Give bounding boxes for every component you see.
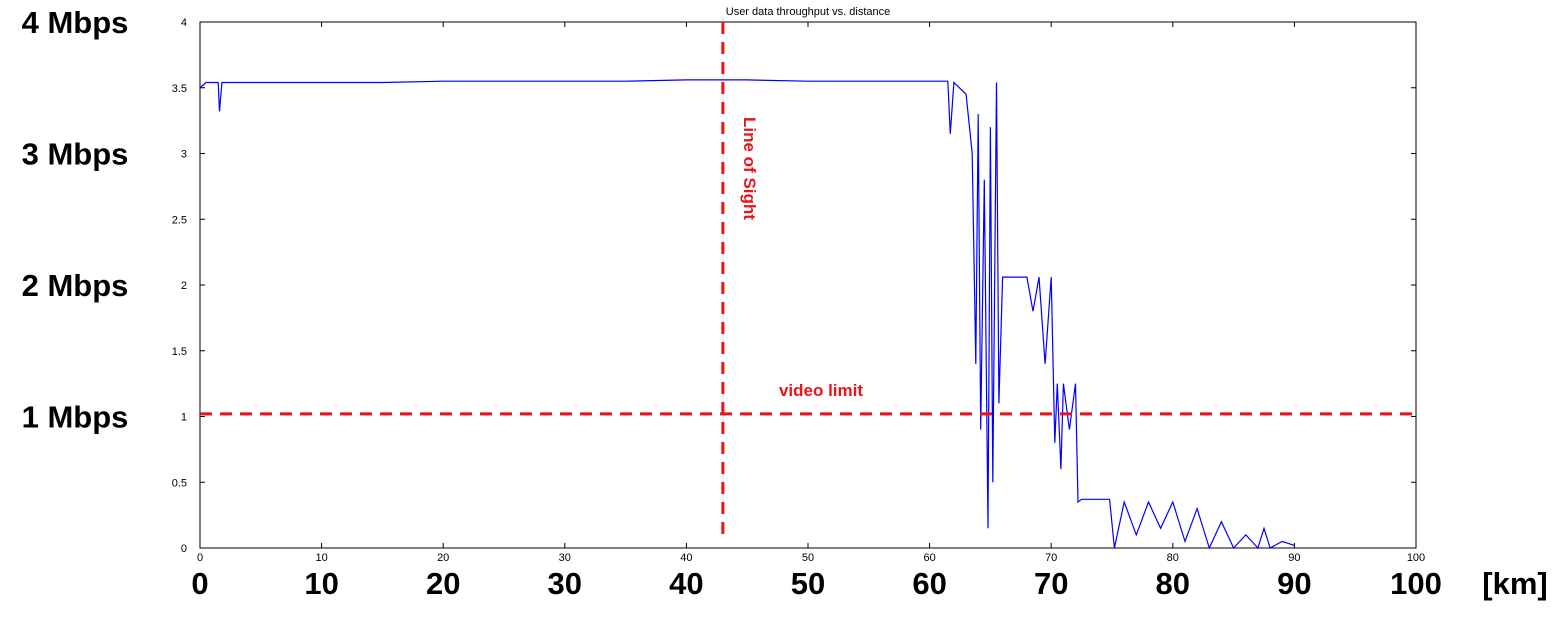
chart-title: User data throughput vs. distance [726,6,890,18]
big-x-label: 10 [304,566,338,601]
y-tick-label: 2 [181,280,187,292]
big-y-label: 4 Mbps [22,5,129,40]
y-tick-label: 3.5 [172,83,187,95]
x-tick-label: 30 [559,552,571,564]
big-x-labels: 0 10 20 30 40 50 60 70 80 90 100 [km] [191,566,1547,601]
y-tick-label: 4 [181,17,187,29]
video-limit-label: video limit [779,381,863,400]
x-tick-label: 20 [437,552,449,564]
x-tick-label: 70 [1045,552,1057,564]
x-tick-label: 80 [1167,552,1179,564]
big-x-label: 60 [912,566,946,601]
x-tick-label: 0 [197,552,203,564]
x-tick-label: 50 [802,552,814,564]
big-x-label: 40 [669,566,703,601]
big-x-label: 0 [191,566,208,601]
big-x-unit-label: [km] [1482,566,1547,601]
series-group [199,79,1295,550]
throughput-series-line [199,79,1295,550]
big-x-label: 20 [426,566,460,601]
big-x-label: 80 [1156,566,1190,601]
x-tick-label: 40 [680,552,692,564]
y-tick-label: 1.5 [172,346,187,358]
y-tick-label: 0.5 [172,477,187,489]
big-y-label: 1 Mbps [22,400,129,435]
plot-area-frame [199,21,1417,549]
axis-ticks [199,21,1417,549]
x-tick-label: 10 [315,552,327,564]
y-tick-label: 2.5 [172,214,187,226]
big-x-label: 90 [1277,566,1311,601]
line-of-sight-label: Line of Sight [740,117,759,220]
annotations-group: Line of Sight video limit [200,22,1416,535]
big-x-label: 100 [1390,566,1442,601]
big-x-label: 70 [1034,566,1068,601]
big-y-label: 2 Mbps [22,268,129,303]
big-y-label: 3 Mbps [22,137,129,172]
y-tick-label: 3 [181,149,187,161]
x-tick-label: 60 [923,552,935,564]
x-tick-label: 100 [1407,552,1425,564]
y-tick-labels: 0 0.5 1 1.5 2 2.5 3 3.5 4 [172,17,187,555]
big-x-label: 30 [548,566,582,601]
big-x-label: 50 [791,566,825,601]
x-tick-label: 90 [1288,552,1300,564]
x-tick-labels: 0 10 20 30 40 50 60 70 80 90 100 [197,552,1425,564]
big-y-labels: 4 Mbps 3 Mbps 2 Mbps 1 Mbps [22,5,129,435]
y-tick-label: 1 [181,412,187,424]
y-tick-label: 0 [181,543,187,555]
